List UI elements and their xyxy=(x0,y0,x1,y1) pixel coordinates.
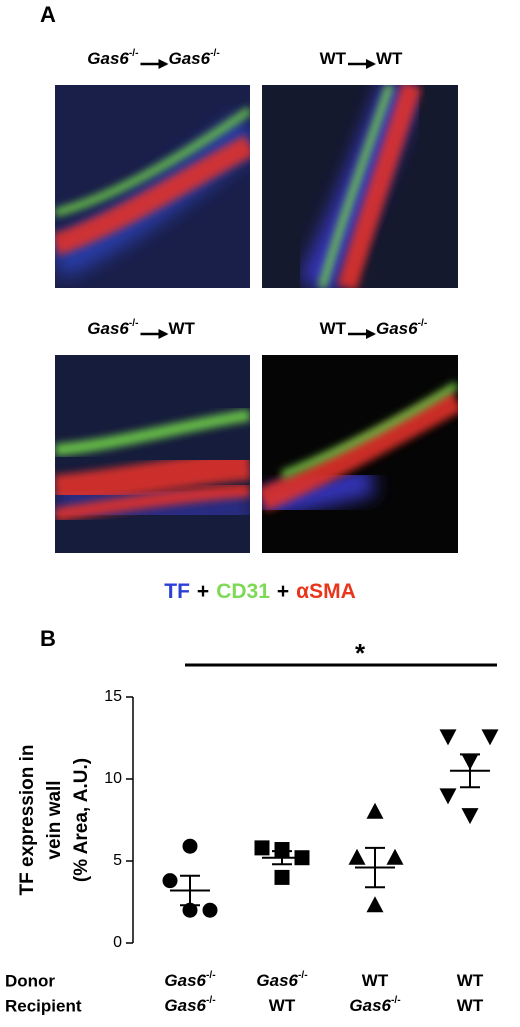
micrograph xyxy=(55,85,250,288)
panel-title-donor-text: Gas6 xyxy=(87,49,129,68)
y-tick-label: 0 xyxy=(113,934,122,951)
stain-legend-item: + xyxy=(277,580,289,603)
panel-title-recipient-text: Gas6 xyxy=(169,49,211,68)
x-category-recipient-text: Gas6 xyxy=(349,996,391,1015)
data-point xyxy=(386,848,404,865)
stain-legend: TF + CD31 + αSMA xyxy=(164,580,355,603)
data-point xyxy=(366,802,384,819)
data-point xyxy=(254,840,270,856)
x-category-recipient: Gas6-/- xyxy=(164,995,215,1016)
panel-title-recipient: Gas6-/- xyxy=(169,48,220,69)
panel-title-donor: Gas6-/- xyxy=(87,48,138,69)
significance-label: * xyxy=(355,638,366,668)
x-category-donor-text: WT xyxy=(457,971,484,990)
x-category-recipient: WT xyxy=(457,996,484,1015)
panel-title-donor: WT xyxy=(320,319,347,338)
stain-legend-item: CD31 xyxy=(216,580,270,603)
panel-title-recipient-text: WT xyxy=(376,49,403,68)
y-axis-label: vein wall xyxy=(44,780,65,859)
panel-title-donor: Gas6-/- xyxy=(87,318,138,339)
stain-legend-item: αSMA xyxy=(296,580,356,603)
micrograph-content xyxy=(262,85,458,288)
x-category-donor-text: WT xyxy=(362,971,389,990)
data-point xyxy=(481,729,499,746)
data-point xyxy=(348,848,366,865)
micrograph-content xyxy=(262,355,458,553)
stain xyxy=(55,483,250,522)
error-bar xyxy=(460,753,480,789)
stain xyxy=(337,85,422,288)
panel-label: A xyxy=(40,2,56,27)
stain xyxy=(55,135,250,256)
data-point xyxy=(439,729,457,746)
stain xyxy=(280,381,458,479)
panel-title-donor-sup: -/- xyxy=(129,318,139,329)
panel-title-recipient-text: Gas6 xyxy=(376,319,418,338)
y-axis-label: TF expression in xyxy=(17,745,38,896)
x-category-recipient-text: WT xyxy=(457,996,484,1015)
y-axis-label: (% Area, A.U.) xyxy=(71,758,92,882)
x-category-donor-sup: -/- xyxy=(298,970,308,981)
error-bar xyxy=(180,874,200,907)
panel-title-donor-text: Gas6 xyxy=(87,319,129,338)
data-point xyxy=(461,808,479,825)
stain xyxy=(262,389,458,512)
stain xyxy=(55,450,250,505)
data-point xyxy=(162,873,178,889)
x-category-recipient: Gas6-/- xyxy=(349,995,400,1016)
panel-label: B xyxy=(40,626,56,651)
stain-legend-item: TF xyxy=(164,580,190,603)
x-category-donor: Gas6-/- xyxy=(164,970,215,991)
stain xyxy=(318,85,394,288)
panel-title-recipient: Gas6-/- xyxy=(376,318,427,339)
x-category-donor-text: Gas6 xyxy=(164,971,206,990)
panel-title-recipient: WT xyxy=(376,49,403,68)
panel-title-recipient-sup: -/- xyxy=(418,318,428,329)
micrograph xyxy=(262,85,458,288)
stain xyxy=(55,106,250,217)
data-point xyxy=(182,902,198,918)
data-point xyxy=(439,788,457,805)
stain-legend-item: + xyxy=(197,580,209,603)
data-point xyxy=(274,869,290,885)
micrograph xyxy=(55,355,250,553)
data-point xyxy=(274,842,290,858)
data-point xyxy=(182,838,198,854)
x-category-donor: WT xyxy=(362,971,389,990)
y-tick-label: 10 xyxy=(104,770,122,787)
panel-title-recipient: WT xyxy=(169,319,196,338)
micrograph xyxy=(262,355,458,553)
error-bar xyxy=(272,850,292,866)
row-label: Donor xyxy=(5,971,55,990)
micrograph-content xyxy=(55,355,250,553)
x-category-donor-text: Gas6 xyxy=(256,971,298,990)
panel-title-recipient-text: WT xyxy=(169,319,196,338)
x-category-donor: Gas6-/- xyxy=(256,970,307,991)
x-category-recipient-text: WT xyxy=(269,996,296,1015)
y-tick-label: 5 xyxy=(113,852,122,869)
x-category-recipient-sup: -/- xyxy=(206,995,216,1006)
panel-title-donor-text: WT xyxy=(320,319,347,338)
y-tick-label: 15 xyxy=(104,688,122,705)
micrograph-content xyxy=(55,85,250,288)
data-point xyxy=(366,896,384,913)
stain xyxy=(55,409,250,456)
x-category-recipient-text: Gas6 xyxy=(164,996,206,1015)
x-category-recipient-sup: -/- xyxy=(391,995,401,1006)
panel-title-recipient-sup: -/- xyxy=(210,48,220,59)
panel-title-donor-sup: -/- xyxy=(129,48,139,59)
x-category-donor-sup: -/- xyxy=(206,970,216,981)
row-label: Recipient xyxy=(5,996,82,1015)
error-bar xyxy=(365,846,385,889)
data-point xyxy=(202,902,218,918)
panel-title-donor: WT xyxy=(320,49,347,68)
x-category-donor: WT xyxy=(457,971,484,990)
panel-title-donor-text: WT xyxy=(320,49,347,68)
x-category-recipient: WT xyxy=(269,996,296,1015)
